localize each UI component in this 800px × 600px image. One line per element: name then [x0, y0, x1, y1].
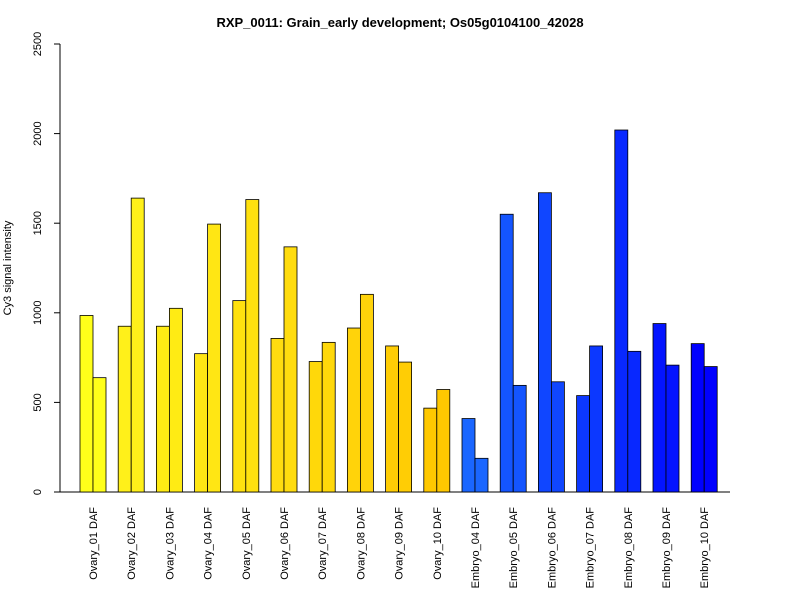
x-category-label: Embryo_08 DAF	[623, 507, 635, 589]
bar	[79, 315, 94, 493]
bar	[346, 327, 361, 493]
bar	[499, 213, 514, 493]
bar	[308, 361, 323, 493]
x-category-label: Embryo_05 DAF	[508, 507, 520, 589]
bar	[474, 457, 489, 493]
bar	[130, 197, 145, 493]
x-category-label: Embryo_10 DAF	[699, 507, 711, 589]
bar	[436, 389, 451, 493]
bar	[589, 345, 603, 493]
x-category-label: Ovary_02 DAF	[126, 507, 138, 580]
bar	[398, 361, 413, 493]
y-tick-label: 1000	[32, 301, 44, 325]
x-category-label: Embryo_06 DAF	[546, 507, 558, 589]
x-category-label: Embryo_09 DAF	[661, 507, 673, 589]
y-tick-label: 500	[32, 393, 44, 411]
bar	[117, 325, 132, 493]
bar	[92, 377, 107, 493]
bar	[283, 246, 298, 493]
bars	[79, 129, 718, 493]
x-category-label: Ovary_06 DAF	[279, 507, 291, 580]
bar	[155, 325, 170, 493]
y-tick-label: 2500	[32, 32, 44, 56]
chart-title: RXP_0011: Grain_early development; Os05g…	[216, 15, 583, 30]
bar	[270, 338, 285, 493]
bar	[461, 418, 476, 493]
x-axis-labels: Ovary_01 DAF Ovary_02 DAF Ovary_03 DAF Ovar…	[88, 507, 711, 589]
x-category-label: Ovary_10 DAF	[432, 507, 444, 580]
bar	[245, 199, 260, 493]
x-category-label: Ovary_09 DAF	[394, 507, 406, 580]
x-category-label: Embryo_07 DAF	[585, 507, 597, 589]
y-tick-label: 0	[32, 489, 44, 495]
bar	[321, 341, 336, 493]
x-category-label: Embryo_04 DAF	[470, 507, 482, 589]
bar	[652, 323, 667, 493]
bar	[627, 350, 642, 493]
bar	[194, 353, 209, 493]
y-tick-label: 2000	[32, 121, 44, 145]
bar	[665, 364, 680, 493]
y-axis-ticks: 0 500 1000 1500 2000 2500	[32, 32, 60, 495]
x-category-label: Ovary_03 DAF	[164, 507, 176, 580]
bar	[538, 192, 552, 493]
y-axis-title: Cy3 signal intensity	[2, 220, 14, 315]
bar	[703, 366, 718, 493]
bar	[512, 384, 527, 493]
bar	[359, 293, 374, 493]
bar	[576, 395, 590, 493]
bar	[551, 381, 565, 493]
bar	[614, 129, 629, 493]
x-category-label: Ovary_08 DAF	[355, 507, 367, 580]
bar	[690, 343, 705, 493]
x-category-label: Ovary_05 DAF	[241, 507, 253, 580]
bar	[423, 407, 438, 493]
x-category-label: Ovary_01 DAF	[88, 507, 100, 580]
y-tick-label: 1500	[32, 211, 44, 235]
bar	[168, 307, 183, 493]
bar	[207, 223, 222, 493]
x-category-label: Ovary_07 DAF	[317, 507, 329, 580]
bar	[385, 345, 400, 493]
bar	[232, 300, 247, 493]
x-category-label: Ovary_04 DAF	[203, 507, 215, 580]
